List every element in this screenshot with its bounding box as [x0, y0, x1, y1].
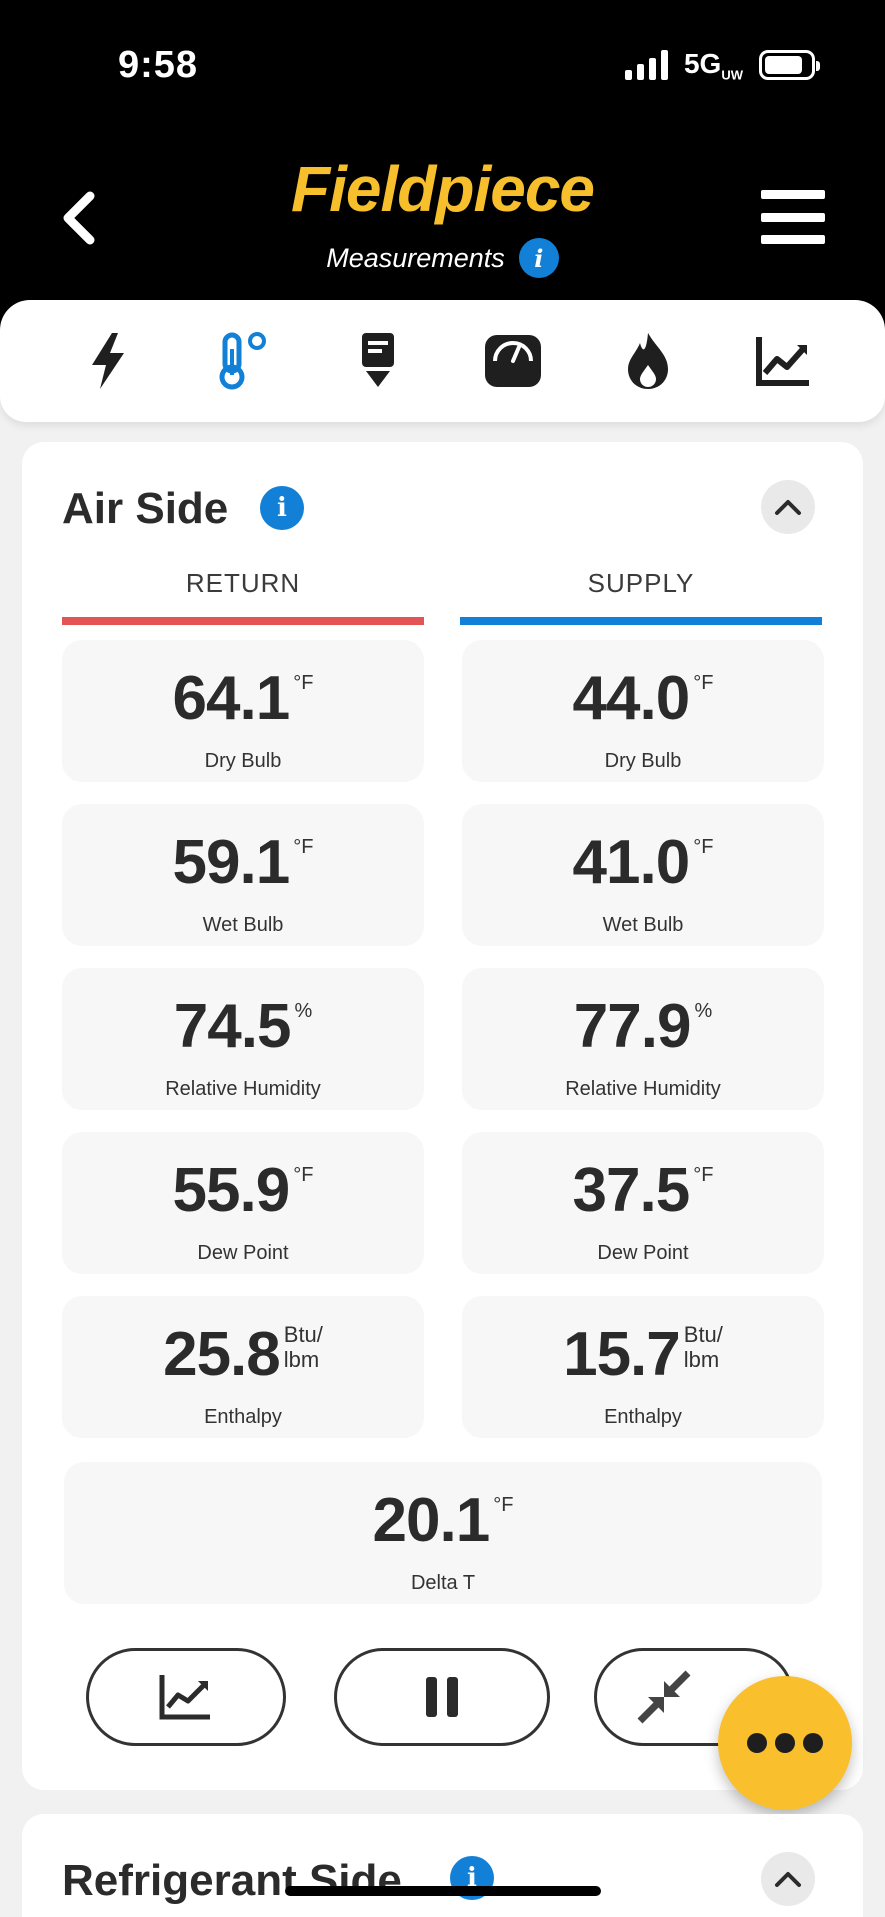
more-options-button[interactable]	[718, 1676, 852, 1810]
air-side-card: Air Side i RETURN SUPPLY 64.1 °F Dry Bulb…	[22, 442, 863, 1790]
pause-icon	[426, 1677, 458, 1717]
return-wet-bulb-tile[interactable]: 59.1 °F Wet Bulb	[62, 804, 424, 946]
chevron-left-icon	[63, 191, 95, 245]
section-title: Air Side	[62, 484, 229, 533]
lightning-icon[interactable]	[73, 326, 143, 396]
info-icon[interactable]: i	[260, 486, 304, 530]
subtitle-text: Measurements	[326, 242, 505, 273]
thermometer-icon[interactable]	[208, 326, 278, 396]
collapse-button[interactable]	[761, 1852, 815, 1906]
probe-icon[interactable]	[343, 326, 413, 396]
back-button[interactable]	[60, 190, 100, 246]
brand-logo: Fieldpiece	[291, 153, 595, 225]
refrigerant-side-card: Refrigerant Side i	[22, 1814, 863, 1917]
category-bar	[0, 300, 885, 422]
info-icon[interactable]: i	[518, 238, 559, 278]
supply-dry-bulb-tile[interactable]: 44.0 °F Dry Bulb	[462, 640, 824, 782]
return-column-header: RETURN	[62, 568, 424, 625]
network-label: 5GUW	[683, 48, 743, 83]
more-dots-icon	[747, 1733, 767, 1753]
collapse-button[interactable]	[761, 480, 815, 534]
battery-icon	[759, 50, 820, 81]
status-time: 9:58	[118, 44, 199, 86]
return-enthalpy-tile[interactable]: 25.8 Btu/lbm Enthalpy	[62, 1296, 424, 1438]
home-indicator[interactable]	[285, 1886, 601, 1896]
compress-icon	[637, 1670, 691, 1724]
return-relative-humidity-tile[interactable]: 74.5% Relative Humidity	[62, 968, 424, 1110]
supply-relative-humidity-tile[interactable]: 77.9% Relative Humidity	[462, 968, 824, 1110]
chevron-up-icon	[775, 1872, 801, 1887]
return-dew-point-tile[interactable]: 55.9 °F Dew Point	[62, 1132, 424, 1274]
flame-icon[interactable]	[613, 326, 683, 396]
supply-dew-point-tile[interactable]: 37.5 °F Dew Point	[462, 1132, 824, 1274]
gauge-icon[interactable]	[478, 326, 548, 396]
signal-icon	[624, 50, 668, 81]
return-dry-bulb-tile[interactable]: 64.1 °F Dry Bulb	[62, 640, 424, 782]
graph-button[interactable]	[86, 1648, 286, 1746]
chevron-up-icon	[775, 500, 801, 515]
supply-enthalpy-tile[interactable]: 15.7 Btu/lbm Enthalpy	[462, 1296, 824, 1438]
delta-t-tile[interactable]: 20.1 °F Delta T	[64, 1462, 822, 1604]
page-subtitle: Measurements i	[0, 238, 885, 278]
chart-icon[interactable]	[748, 326, 818, 396]
section-title: Refrigerant Side	[62, 1856, 402, 1905]
chart-icon	[159, 1675, 210, 1720]
status-indicators: 5GUW	[624, 48, 820, 83]
supply-wet-bulb-tile[interactable]: 41.0 °F Wet Bulb	[462, 804, 824, 946]
menu-button[interactable]	[761, 190, 825, 244]
supply-column-header: SUPPLY	[460, 568, 822, 625]
app-header: 9:58 5GUW Fieldpiece Measurements i	[0, 0, 885, 330]
pause-button[interactable]	[334, 1648, 550, 1746]
